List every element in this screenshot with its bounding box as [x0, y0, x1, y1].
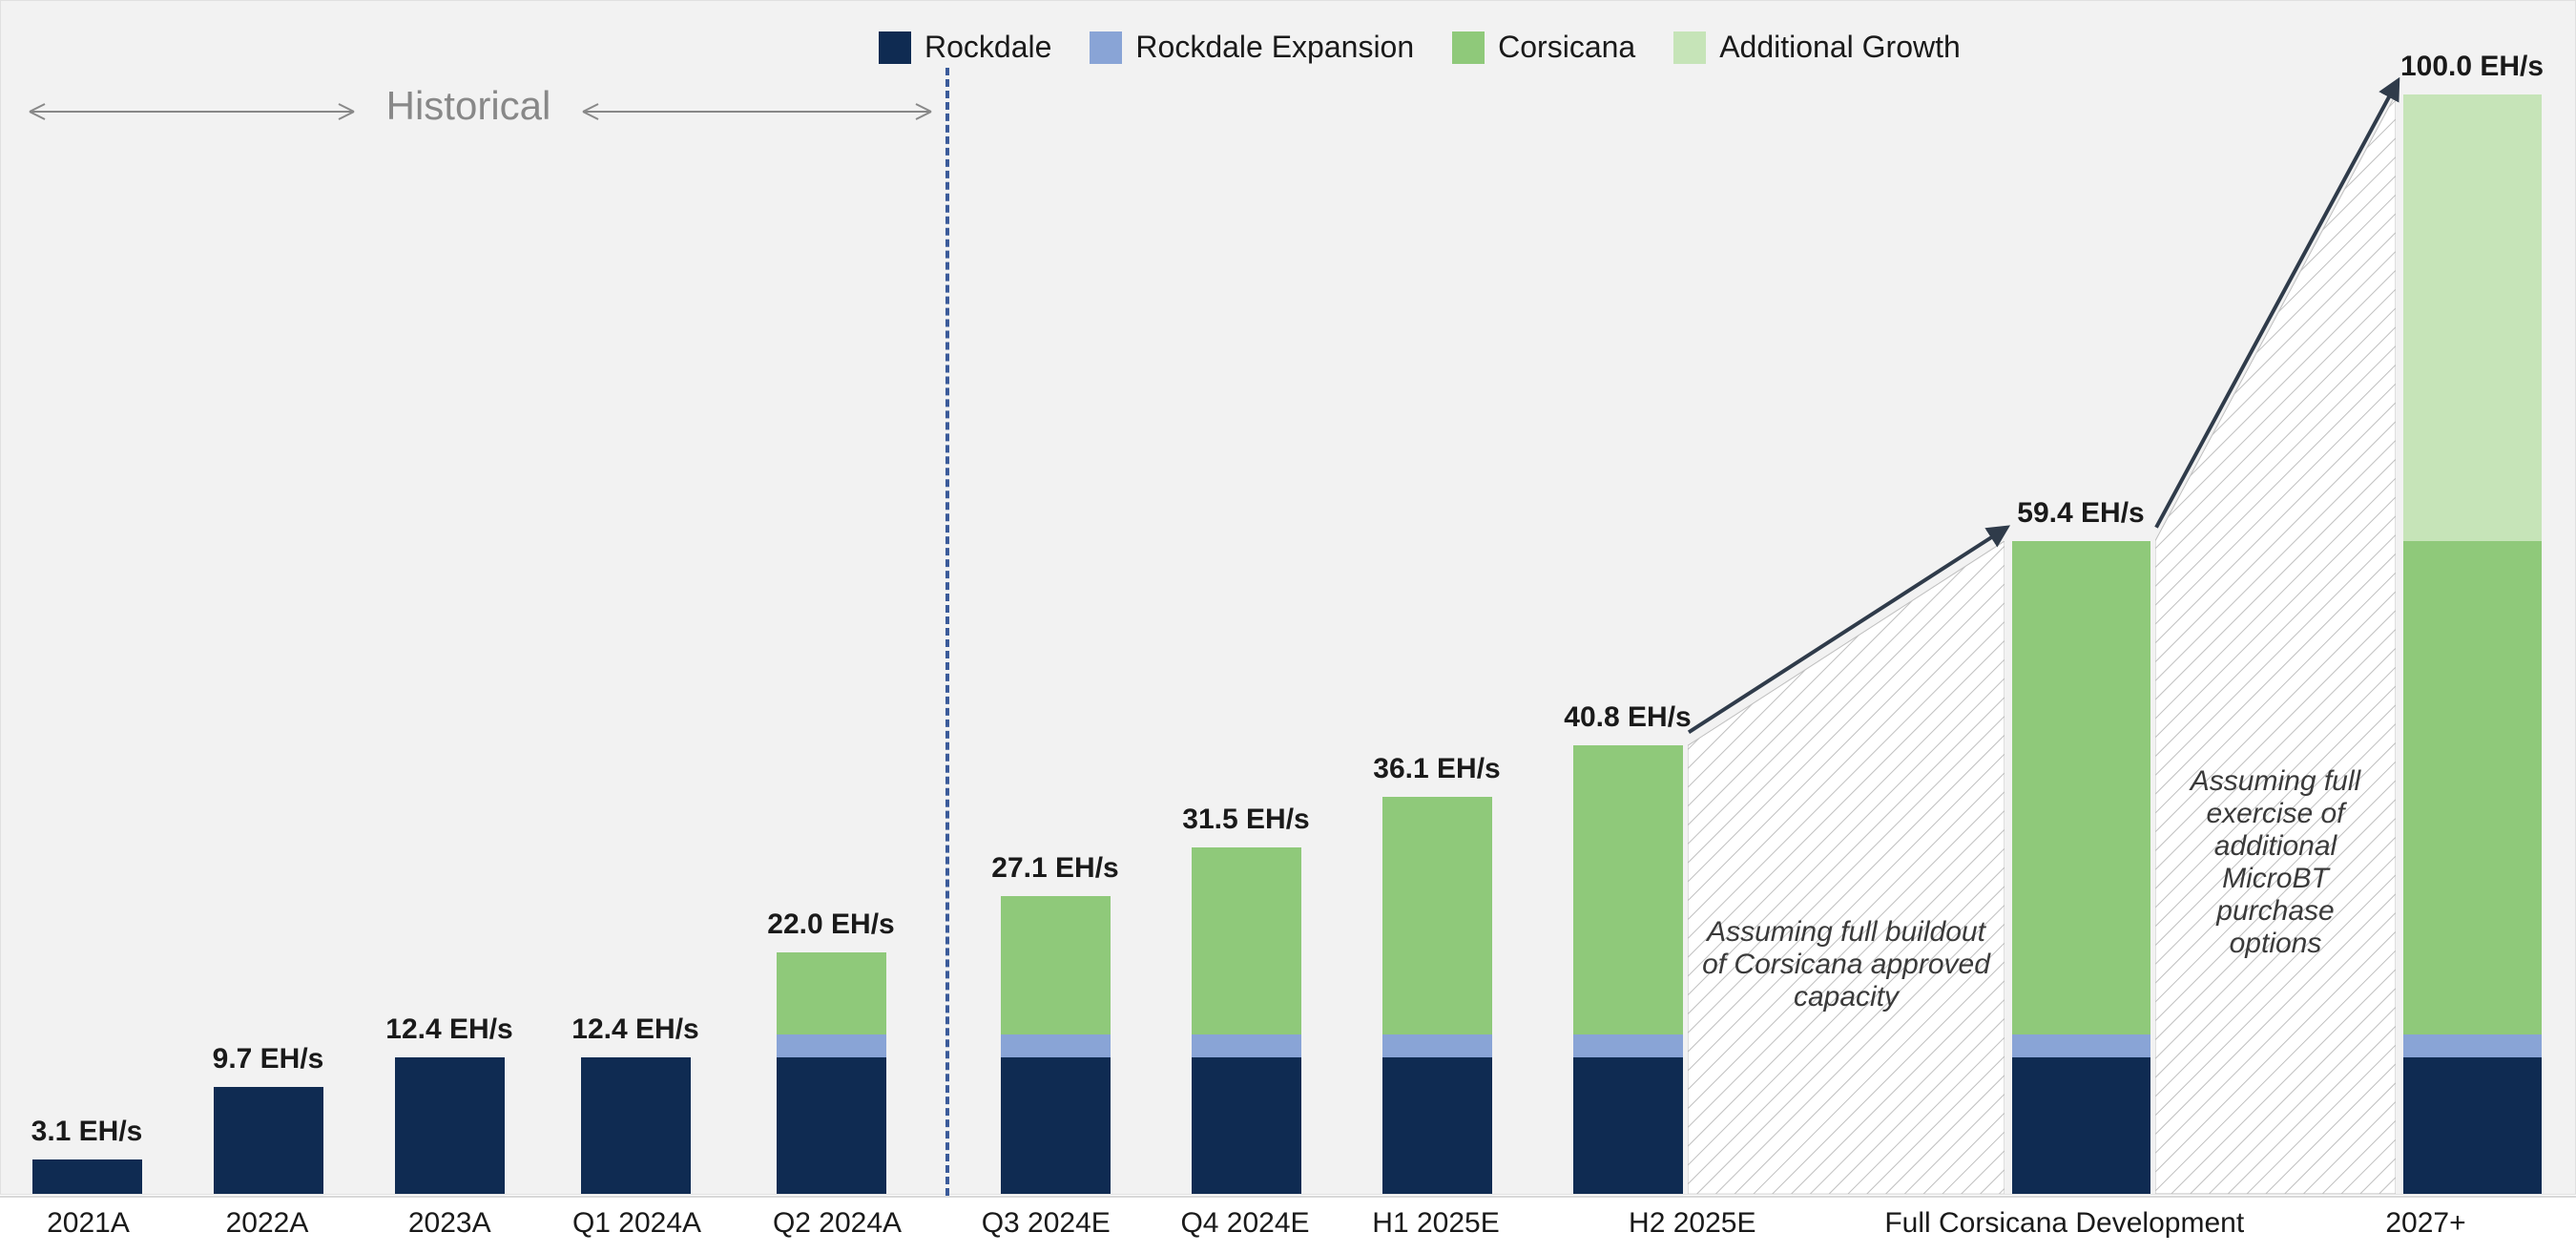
bar-q3-2024e: 27.1 EH/s [1001, 896, 1111, 1194]
legend-swatch [1673, 31, 1706, 64]
bar-seg-rockdale_expansion [1192, 1034, 1301, 1057]
bar-2021a: 3.1 EH/s [32, 1159, 142, 1194]
x-tick: H1 2025E [1340, 1207, 1531, 1240]
bar-seg-rockdale [1573, 1057, 1683, 1194]
hashrate-growth-chart: Assuming full buildout of Corsicana appr… [0, 0, 2576, 1253]
legend-item: Corsicana [1452, 30, 1635, 65]
legend-label: Corsicana [1498, 30, 1635, 65]
x-tick: Full Corsicana Development [1854, 1207, 2276, 1240]
bar-seg-rockdale [2403, 1057, 2542, 1194]
bar-label: 36.1 EH/s [1373, 753, 1500, 785]
legend-item: Rockdale [879, 30, 1051, 65]
bar-q2-2024a: 22.0 EH/s [777, 952, 886, 1194]
bar-h1-2025e: 36.1 EH/s [1382, 797, 1492, 1194]
bar-seg-rockdale_expansion [1382, 1034, 1492, 1057]
bar-label: 27.1 EH/s [991, 852, 1118, 885]
bar-label: 22.0 EH/s [767, 908, 894, 941]
bar-seg-corsicana [1382, 797, 1492, 1034]
bar-seg-rockdale [395, 1057, 505, 1194]
bar-seg-rockdale_expansion [2403, 1034, 2542, 1057]
bar-2027+: 100.0 EH/s [2403, 94, 2542, 1194]
bar-seg-corsicana [2403, 541, 2542, 1034]
plot-area: Assuming full buildout of Corsicana appr… [0, 0, 2576, 1195]
note-microbt-options: Assuming full exercise of additional Mic… [2169, 551, 2382, 1175]
legend-label: Rockdale [924, 30, 1051, 65]
bar-seg-rockdale [777, 1057, 886, 1194]
bar-seg-rockdale_expansion [777, 1034, 886, 1057]
bar-full-corsicana-development: 59.4 EH/s [2012, 541, 2150, 1194]
x-tick: 2027+ [2275, 1207, 2576, 1240]
x-tick: 2022A [177, 1207, 358, 1240]
bar-h2-2025e: 40.8 EH/s [1573, 745, 1683, 1194]
x-axis: 2021A2022A2023AQ1 2024AQ2 2024AQ3 2024EQ… [0, 1196, 2576, 1253]
bar-2023a: 12.4 EH/s [395, 1057, 505, 1194]
legend: Rockdale Rockdale Expansion Corsicana Addit… [879, 30, 1961, 65]
bar-seg-rockdale_expansion [2012, 1034, 2150, 1057]
x-tick: Q1 2024A [542, 1207, 733, 1240]
bar-label: 100.0 EH/s [2400, 51, 2544, 83]
bar-seg-corsicana [1001, 896, 1111, 1034]
bar-label: 12.4 EH/s [571, 1013, 698, 1046]
bar-seg-rockdale [32, 1159, 142, 1194]
x-tick: Q4 2024E [1150, 1207, 1340, 1240]
legend-swatch [1452, 31, 1485, 64]
bar-seg-rockdale_expansion [1001, 1034, 1111, 1057]
x-tick: Q3 2024E [943, 1207, 1151, 1240]
legend-swatch [1090, 31, 1122, 64]
legend-label: Rockdale Expansion [1135, 30, 1414, 65]
bar-seg-corsicana [2012, 541, 2150, 1034]
bar-label: 40.8 EH/s [1564, 701, 1691, 734]
x-tick: 2021A [0, 1207, 177, 1240]
bar-seg-corsicana [777, 952, 886, 1034]
bar-seg-rockdale [1001, 1057, 1111, 1194]
bar-label: 59.4 EH/s [2017, 497, 2144, 530]
x-tick: 2023A [358, 1207, 542, 1240]
legend-item: Additional Growth [1673, 30, 1961, 65]
bar-label: 3.1 EH/s [31, 1116, 143, 1148]
bar-seg-rockdale_expansion [1573, 1034, 1683, 1057]
historical-label: Historical [386, 83, 551, 129]
legend-swatch [879, 31, 911, 64]
bar-seg-rockdale [1192, 1057, 1301, 1194]
bar-seg-additional_growth [2403, 94, 2542, 541]
historical-range-arrow [570, 98, 945, 125]
bar-label: 9.7 EH/s [213, 1043, 324, 1075]
x-tick: H2 2025E [1531, 1207, 1854, 1240]
bar-q1-2024a: 12.4 EH/s [581, 1057, 691, 1194]
bar-q4-2024e: 31.5 EH/s [1192, 847, 1301, 1194]
x-tick: Q2 2024A [733, 1207, 943, 1240]
bar-label: 31.5 EH/s [1182, 804, 1309, 836]
historical-range-arrow [16, 98, 367, 125]
bar-label: 12.4 EH/s [385, 1013, 512, 1046]
historical-divider [945, 68, 949, 1196]
note-corsicana-buildout: Assuming full buildout of Corsicana appr… [1701, 755, 1991, 1175]
bar-seg-rockdale [1382, 1057, 1492, 1194]
bar-seg-rockdale [581, 1057, 691, 1194]
bar-seg-rockdale [214, 1087, 323, 1194]
legend-label: Additional Growth [1719, 30, 1961, 65]
bar-seg-corsicana [1192, 847, 1301, 1034]
bar-seg-rockdale [2012, 1057, 2150, 1194]
legend-item: Rockdale Expansion [1090, 30, 1414, 65]
bar-seg-corsicana [1573, 745, 1683, 1034]
bar-2022a: 9.7 EH/s [214, 1087, 323, 1194]
